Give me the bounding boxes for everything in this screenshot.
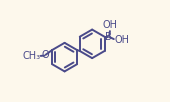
Text: CH₃: CH₃	[22, 51, 40, 61]
Text: B: B	[105, 32, 112, 42]
Text: O: O	[42, 50, 50, 60]
Text: OH: OH	[114, 35, 129, 45]
Text: OH: OH	[102, 20, 117, 30]
